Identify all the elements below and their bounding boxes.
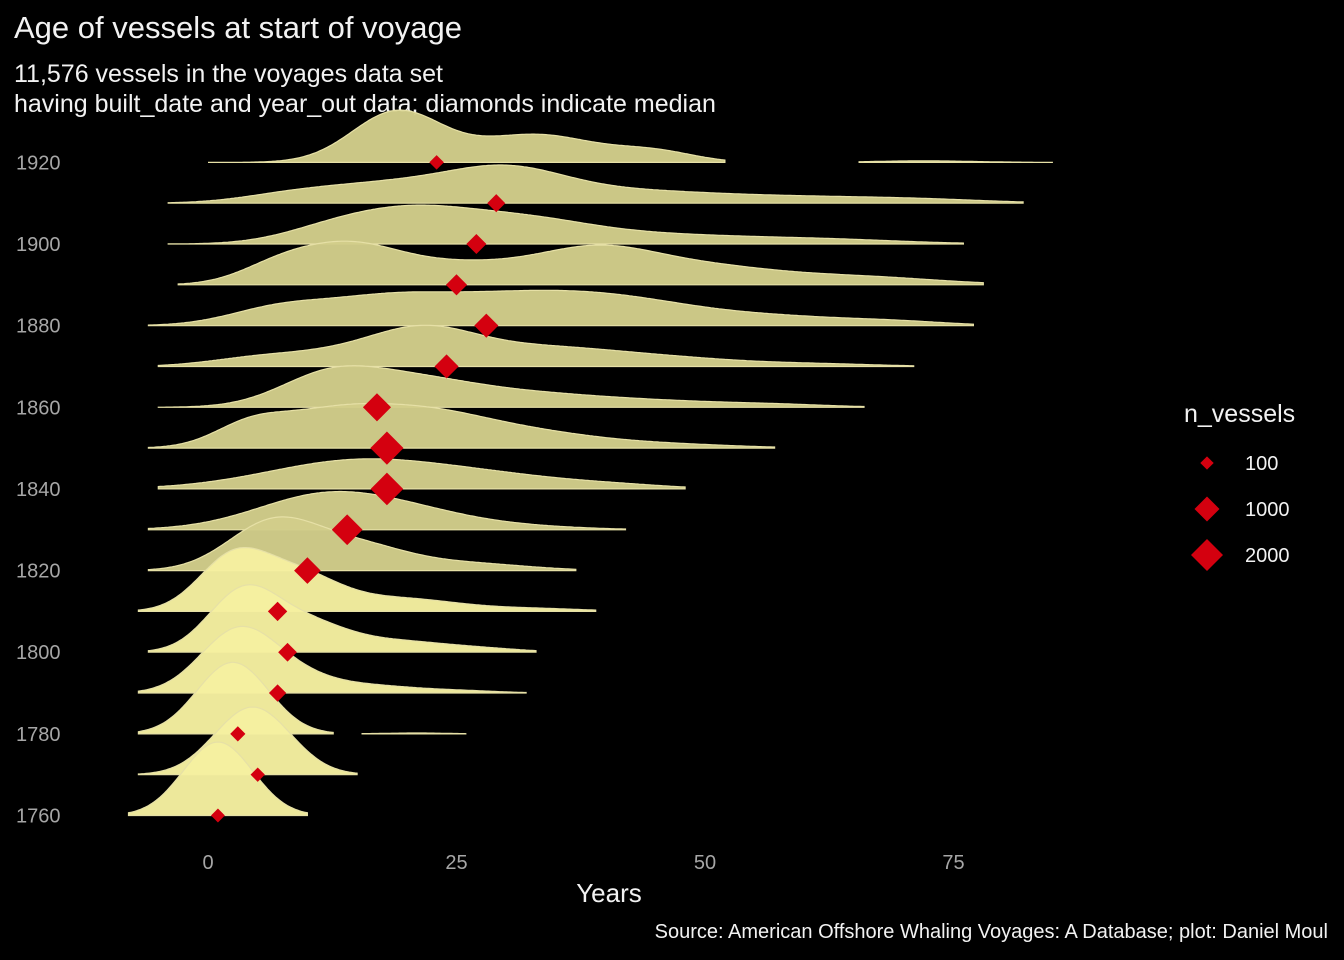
y-tick-label-1840: 1840 [16, 479, 61, 501]
median-marker-1810 [267, 601, 288, 622]
y-tick-label-1820: 1820 [16, 561, 61, 583]
x-axis-label: Years [576, 878, 642, 908]
legend: n_vessels 100 1000 2000 [1184, 400, 1295, 571]
ridge-1890 [177, 240, 984, 286]
y-axis-ticks: 1760 1780 1800 1820 1840 1860 1880 1900 1920 [16, 152, 61, 827]
legend-items: 100 1000 2000 [1191, 453, 1290, 571]
chart-subtitle-line-1: 11,576 vessels in the voyages data set [14, 60, 443, 88]
ridge-1760 [127, 741, 308, 817]
median-marker-1870 [434, 354, 459, 379]
median-markers-layer [211, 155, 506, 823]
median-marker-1880 [474, 313, 499, 338]
median-marker-1850 [370, 431, 404, 465]
x-tick-label-0: 0 [202, 852, 213, 874]
median-marker-1920 [429, 155, 444, 170]
median-marker-1900 [466, 234, 487, 255]
median-marker-1860 [362, 393, 392, 422]
median-marker-1910 [487, 194, 506, 213]
x-axis-ticks: 0 25 50 75 [202, 852, 964, 874]
median-marker-1780 [230, 726, 246, 742]
ridge-1910 [167, 164, 1024, 204]
ridge-1900 [167, 204, 964, 245]
median-marker-1840 [370, 472, 404, 506]
y-tick-label-1900: 1900 [16, 234, 61, 256]
legend-marker-2000 [1191, 539, 1223, 571]
legend-label-1000: 1000 [1245, 499, 1290, 521]
median-marker-1770 [250, 767, 265, 782]
y-tick-label-1800: 1800 [16, 642, 61, 664]
ridge-1920-part-2 [858, 160, 1053, 163]
chart-caption: Source: American Offshore Whaling Voyage… [654, 921, 1328, 943]
ridge-1780-part-2 [361, 732, 467, 735]
ridge-1870 [157, 324, 915, 368]
median-marker-1820 [294, 557, 321, 584]
ridge-1880 [147, 289, 974, 327]
ridge-1860 [157, 365, 865, 408]
x-tick-label-50: 50 [694, 852, 716, 874]
chart-subtitle-line-2: having built_date and year_out data; dia… [14, 90, 716, 118]
median-marker-1760 [211, 808, 225, 823]
y-tick-label-1780: 1780 [16, 724, 61, 746]
ridge-1840 [157, 458, 686, 490]
median-marker-1790 [268, 684, 287, 702]
x-tick-label-25: 25 [445, 852, 467, 874]
ridges-layer [127, 109, 1053, 817]
legend-label-2000: 2000 [1245, 545, 1290, 567]
ridge-1780-part-1 [137, 661, 334, 735]
y-tick-label-1920: 1920 [16, 152, 61, 174]
median-marker-1890 [445, 274, 468, 296]
legend-label-100: 100 [1245, 453, 1278, 475]
y-tick-label-1860: 1860 [16, 397, 61, 419]
median-marker-1830 [331, 514, 363, 546]
legend-marker-1000 [1194, 496, 1220, 522]
legend-title: n_vessels [1184, 400, 1295, 428]
ridge-1920-part-1 [208, 109, 726, 163]
y-tick-label-1760: 1760 [16, 806, 61, 828]
y-tick-label-1880: 1880 [16, 316, 61, 338]
x-tick-label-75: 75 [942, 852, 964, 874]
legend-marker-100 [1200, 456, 1214, 470]
chart-title: Age of vessels at start of voyage [14, 10, 463, 45]
median-marker-1800 [278, 642, 297, 662]
ridge-1850 [147, 402, 776, 449]
